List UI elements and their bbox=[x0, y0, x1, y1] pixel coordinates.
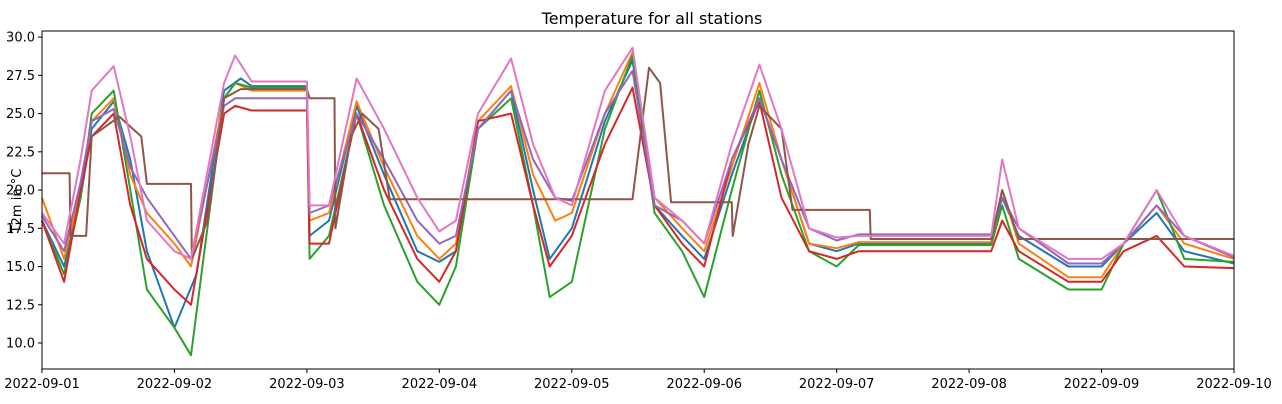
y-axis-label: T2m in °C bbox=[10, 169, 25, 235]
x-tick-label: 2022-09-10 bbox=[1196, 377, 1272, 392]
y-tick-label: 30.0 bbox=[6, 31, 35, 46]
series-line-7 bbox=[41, 46, 1235, 260]
series-layer bbox=[41, 46, 1235, 357]
y-tick-label: 17.5 bbox=[6, 222, 35, 237]
x-tick-label: 2022-09-01 bbox=[4, 377, 80, 392]
x-tick-label: 2022-09-04 bbox=[402, 377, 478, 392]
series-line-4 bbox=[41, 86, 1235, 306]
chart-title: Temperature for all stations bbox=[541, 9, 763, 28]
y-tick-label: 20.0 bbox=[6, 184, 35, 199]
y-tick-label: 27.5 bbox=[6, 69, 35, 84]
ticks-layer: 2022-09-01 2022-09-02 2022-09-03 2022-09-04… bbox=[4, 31, 1272, 392]
y-tick-label: 12.5 bbox=[6, 298, 35, 313]
x-tick-label: 2022-09-06 bbox=[666, 377, 742, 392]
x-tick-label: 2022-09-05 bbox=[534, 377, 610, 392]
series-line-6 bbox=[42, 66, 1234, 260]
plot-frame bbox=[41, 30, 1235, 370]
y-tick-label: 25.0 bbox=[6, 107, 35, 122]
y-tick-label: 22.5 bbox=[6, 145, 35, 160]
x-tick-label: 2022-09-08 bbox=[931, 377, 1007, 392]
x-tick-label: 2022-09-02 bbox=[137, 377, 213, 392]
y-tick-label: 10.0 bbox=[6, 337, 35, 352]
x-tick-label: 2022-09-07 bbox=[799, 377, 875, 392]
y-tick-label: 15.0 bbox=[6, 260, 35, 275]
x-tick-label: 2022-09-09 bbox=[1064, 377, 1140, 392]
x-tick-label: 2022-09-03 bbox=[269, 377, 345, 392]
